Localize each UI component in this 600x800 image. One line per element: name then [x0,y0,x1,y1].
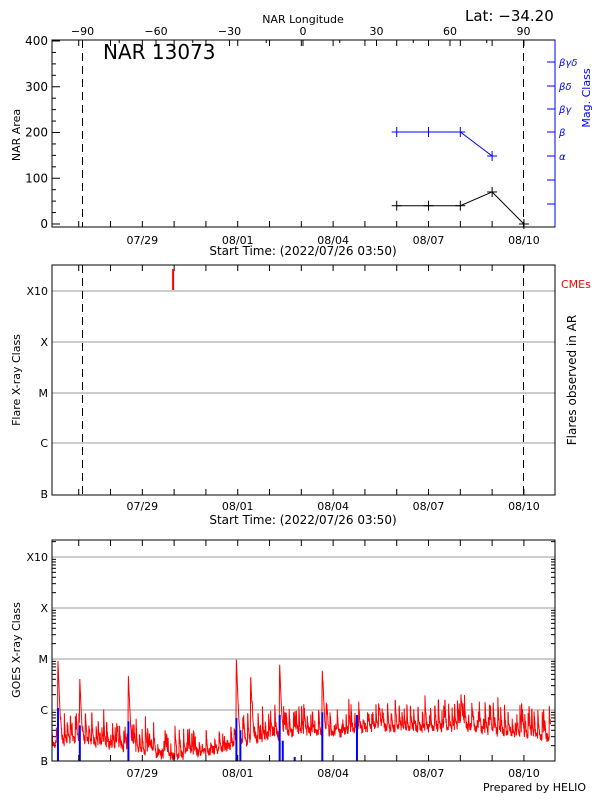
flare-marker [56,707,59,761]
flare-marker [293,756,296,761]
cme-marker [172,269,175,290]
nar-title: NAR 13073 [103,40,216,64]
y-tick-label: M [39,387,49,400]
y-tick-label: X [40,336,48,349]
x-axis-label-2: Start Time: (2022/07/26 03:50) [209,513,396,527]
y2-axis-label-flares: Flares observed in AR [565,315,579,445]
flare-marker [78,725,81,761]
top-x-axis-label: NAR Longitude [262,13,344,26]
flare-marker [127,721,130,761]
latitude-label: Lat: −34.20 [465,7,554,25]
mag-class-line [396,131,493,157]
mag-class-label: βδ [558,82,572,93]
y-axis-label-area: NAR Area [10,109,23,161]
y-tick-label: B [40,755,48,768]
flare-marker [239,730,242,761]
flare-marker [278,714,281,761]
x-tick-label: 08/10 [508,234,540,247]
flare-marker [321,712,324,761]
y-tick-label: B [40,488,48,501]
x-tick-label: 07/29 [126,500,158,513]
y2-axis-label-mag: Mag. Class [580,68,593,127]
x-tick-label: 08/07 [413,767,445,780]
y-axis-label-goes: GOES X-ray Class [10,602,23,698]
plot-frame [51,39,556,228]
goes-flux-line [51,659,551,761]
x-tick-label: 07/29 [126,767,158,780]
y-tick-label: 200 [25,126,48,140]
x-tick-label: 08/04 [317,767,349,780]
x-tick-label: 08/07 [413,500,445,513]
cme-legend: CMEs [561,278,591,291]
x-tick-label: 08/01 [222,767,254,780]
y-tick-label: C [40,704,48,717]
longitude-tick-label: −30 [218,25,241,38]
longitude-tick-label: 30 [370,25,384,38]
y-tick-label: 300 [25,80,48,94]
flare-marker [355,714,358,761]
x-tick-label: 08/10 [508,767,540,780]
x-tick-label: 08/04 [317,234,349,247]
y-tick-label: 400 [25,34,48,48]
longitude-tick-label: −60 [144,25,167,38]
mag-class-label: βγδ [558,58,577,69]
x-axis-label-1: Start Time: (2022/07/26 03:50) [209,244,396,258]
x-tick-label: 08/10 [508,500,540,513]
longitude-tick-label: 90 [517,25,531,38]
y-tick-label: X [40,602,48,615]
longitude-tick-label: 0 [300,25,307,38]
flare-marker [235,717,238,761]
footer-credit: Prepared by HELIO [483,781,586,794]
x-tick-label: 08/01 [222,234,254,247]
y-axis-label-flare: Flare X-ray Class [10,334,23,426]
x-tick-label: 08/07 [413,234,445,247]
longitude-tick-label: 60 [443,25,457,38]
flare-marker [281,740,284,761]
x-tick-label: 07/29 [126,234,158,247]
flare-class-panel: B C M X X10 07/29 08/01 08/04 08/07 08/10 [26,264,556,513]
plot-frame [51,264,556,496]
mag-class-label: βγ [558,105,572,116]
nar-area-panel: 07/29 08/01 08/04 08/07 08/100100200300400αβ… [25,25,577,247]
x-tick-label: 08/01 [222,500,254,513]
plot-frame [51,539,556,762]
x-tick-label: 08/04 [317,500,349,513]
mag-class-label: β [558,128,566,139]
mag-class-label: α [559,152,566,163]
y-tick-label: C [40,437,48,450]
y-tick-label: 100 [25,171,48,185]
y-tick-label: 0 [40,217,48,231]
y-tick-label: M [39,653,49,666]
goes-panel: B C M X X10 07/29 08/01 08/04 08/07 08/10 [26,539,556,780]
longitude-tick-label: −90 [71,25,94,38]
y-tick-label: X10 [26,285,48,298]
y-tick-label: X10 [26,551,48,564]
